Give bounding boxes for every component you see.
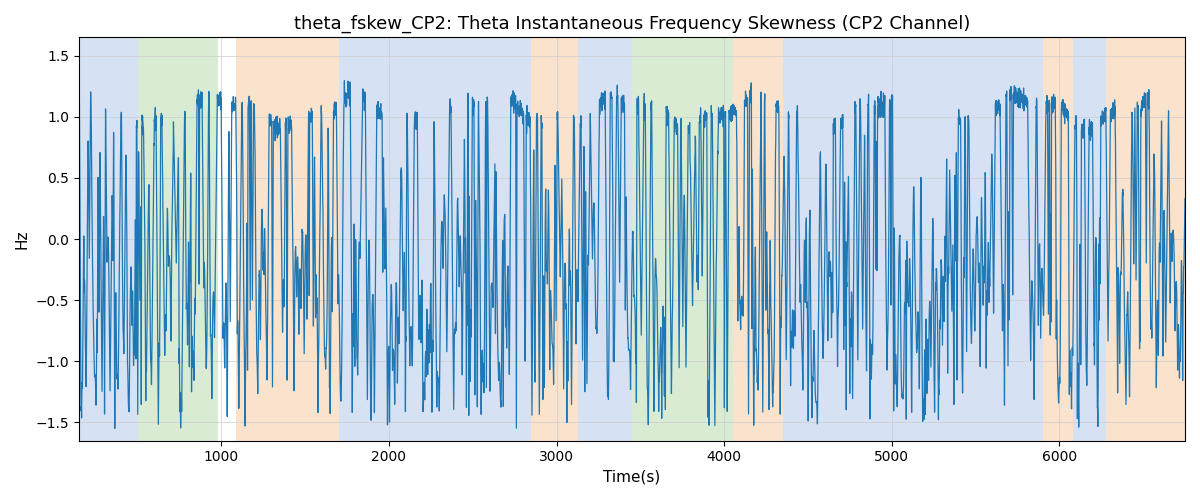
Bar <box>632 38 732 440</box>
Bar <box>732 38 782 440</box>
X-axis label: Time(s): Time(s) <box>604 470 660 485</box>
Title: theta_fskew_CP2: Theta Instantaneous Frequency Skewness (CP2 Channel): theta_fskew_CP2: Theta Instantaneous Fre… <box>294 15 970 34</box>
Bar <box>79 38 138 440</box>
Bar <box>532 38 578 440</box>
Bar <box>338 38 532 440</box>
Bar <box>782 38 1043 440</box>
Bar <box>138 38 218 440</box>
Bar <box>236 38 338 440</box>
Bar <box>1106 38 1186 440</box>
Bar <box>1073 38 1106 440</box>
Bar <box>578 38 632 440</box>
Bar <box>1043 38 1073 440</box>
Y-axis label: Hz: Hz <box>14 230 30 249</box>
